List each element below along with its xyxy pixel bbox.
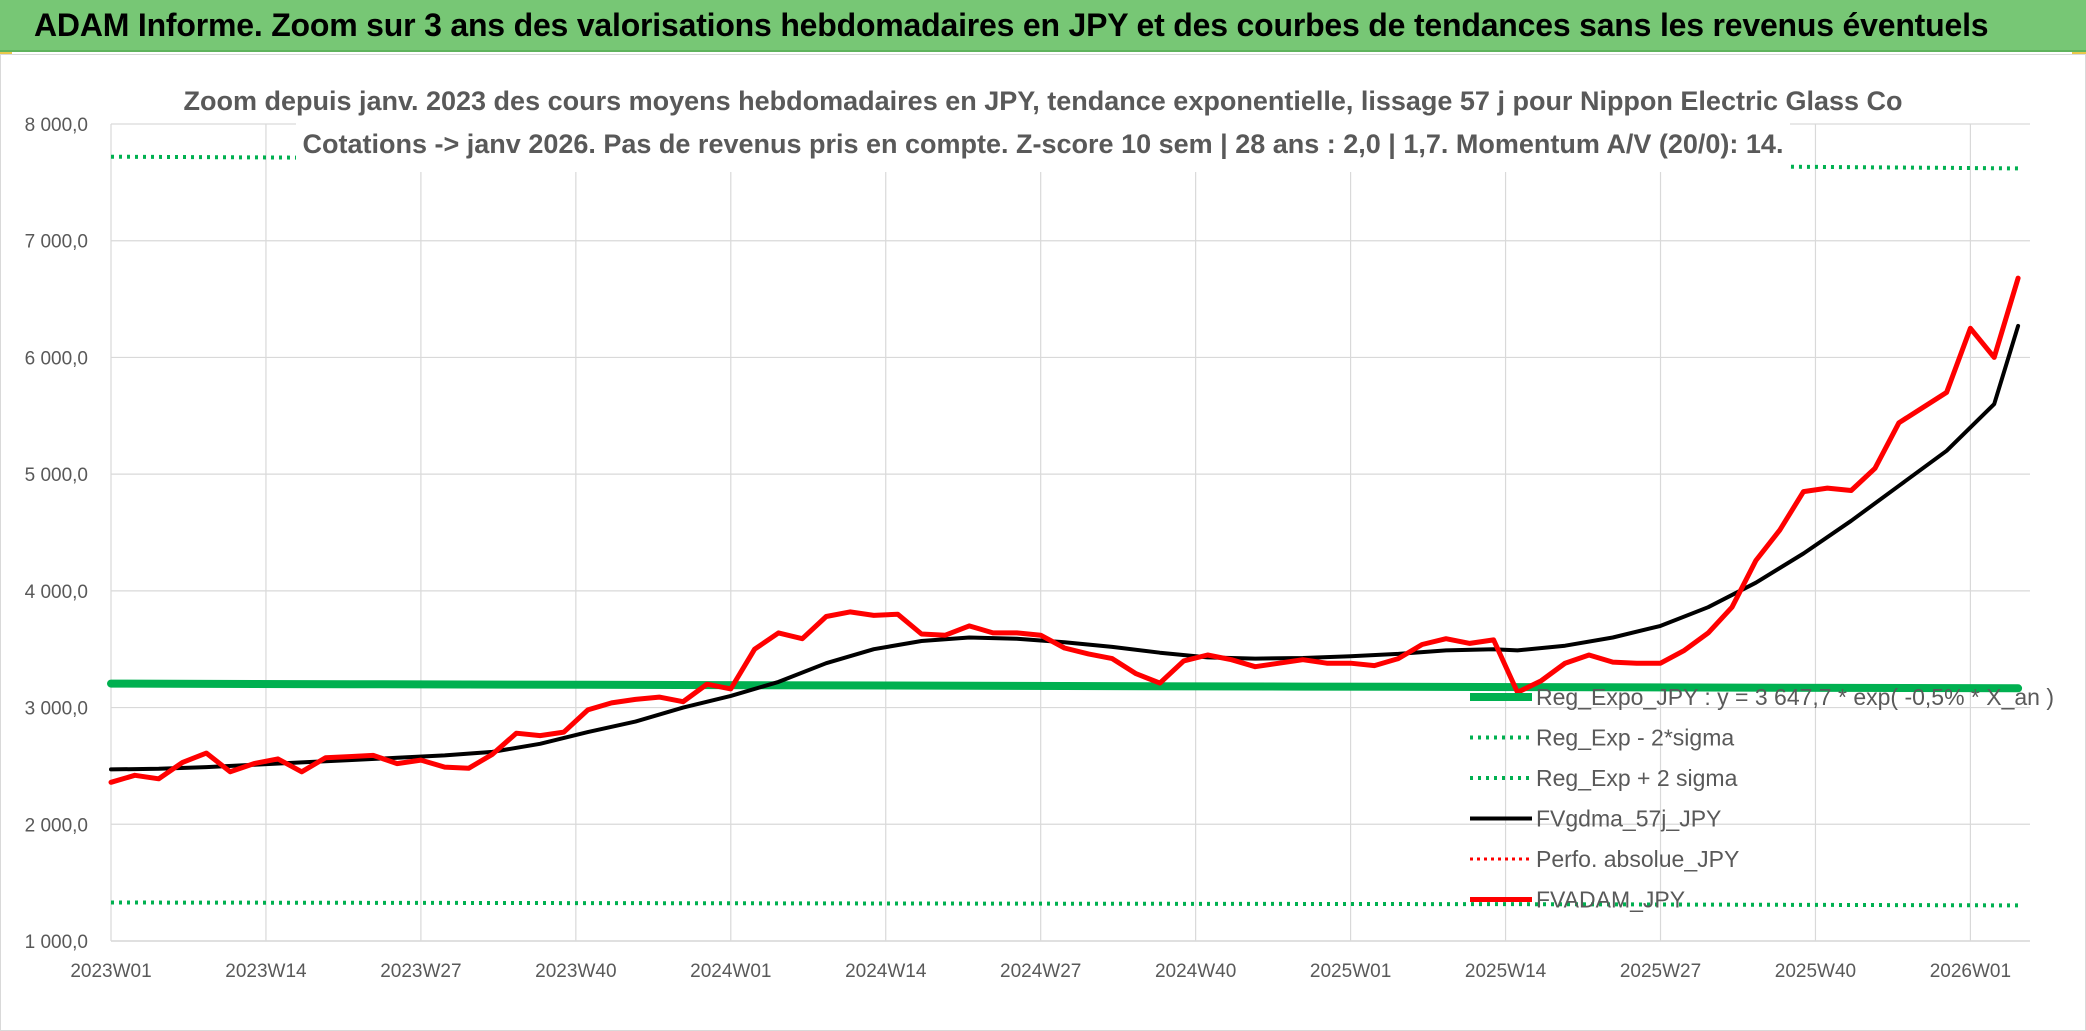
x-tick-label: 2025W27 — [1620, 961, 1701, 982]
y-tick-label: 1 000,0 — [25, 932, 88, 953]
y-tick-label: 3 000,0 — [25, 699, 88, 720]
chart-title: Zoom depuis janv. 2023 des cours moyens … — [183, 86, 1902, 116]
y-tick-label: 7 000,0 — [25, 232, 88, 253]
x-tick-label: 2025W14 — [1465, 961, 1547, 982]
legend-label: FVgdma_57j_JPY — [1536, 806, 1721, 832]
x-tick-label: 2024W01 — [690, 961, 771, 982]
adam-line — [108, 275, 2021, 785]
page-title: ADAM Informe. Zoom sur 3 ans des valoris… — [34, 7, 1989, 43]
grid-lines — [110, 123, 2030, 942]
y-tick-label: 8 000,0 — [25, 115, 88, 136]
x-tick-label: 2025W40 — [1775, 961, 1856, 982]
legend-label: Reg_Exp + 2 sigma — [1536, 765, 1738, 791]
legend: Reg_Expo_JPY : y = 3 647,7 * exp( -0,5% … — [1470, 684, 2054, 913]
series-layer — [107, 154, 2023, 908]
legend-label: Reg_Exp - 2*sigma — [1536, 725, 1734, 751]
x-tick-label: 2025W01 — [1310, 961, 1391, 982]
x-tick-label: 2023W40 — [535, 961, 616, 982]
legend-label: Perfo. absolue_JPY — [1536, 846, 1739, 872]
trend-line — [107, 679, 2023, 693]
x-tick-label: 2024W14 — [845, 961, 927, 982]
x-tick-label: 2026W01 — [1930, 961, 2011, 982]
chart-subtitle: Cotations -> janv 2026. Pas de revenus p… — [303, 129, 1784, 159]
y-tick-label: 6 000,0 — [25, 348, 88, 369]
x-tick-label: 2023W14 — [225, 961, 307, 982]
y-tick-label: 2 000,0 — [25, 815, 88, 836]
legend-label: FVADAM_JPY — [1536, 887, 1685, 913]
y-axis: 1 000,0 2 000,0 3 000,0 4 000,0 5 000,0 6 000… — [25, 115, 88, 953]
x-axis: 2023W01 2023W14 2023W27 2023W40 2024W01 2024W… — [70, 940, 2030, 982]
corner-accent-left — [0, 52, 12, 55]
sigma-line — [110, 900, 2019, 908]
x-tick-label: 2023W01 — [70, 961, 151, 982]
legend-label: Reg_Expo_JPY : y = 3 647,7 * exp( -0,5% … — [1536, 684, 2054, 710]
x-tick-label: 2023W27 — [380, 961, 461, 982]
smooth-line — [109, 323, 2021, 772]
title-background — [296, 80, 1790, 172]
header-bar: ADAM Informe. Zoom sur 3 ans des valoris… — [0, 0, 2086, 52]
y-tick-label: 5 000,0 — [25, 465, 88, 486]
x-tick-label: 2024W40 — [1155, 961, 1236, 982]
y-tick-label: 4 000,0 — [25, 582, 88, 603]
x-tick-label: 2024W27 — [1000, 961, 1081, 982]
corner-accent-right — [2072, 52, 2086, 55]
